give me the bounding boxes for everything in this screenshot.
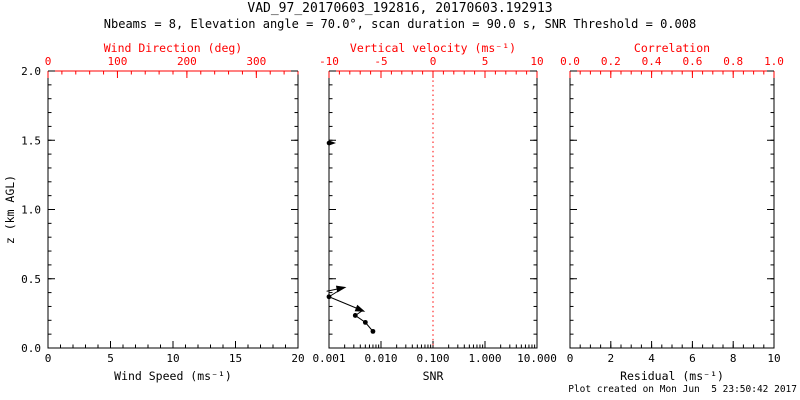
bottom-axis-title: Residual (ms⁻¹) [620, 369, 724, 383]
bottom-tick-label: 20 [291, 352, 304, 365]
panel-frame [569, 71, 775, 349]
y-tick-label: 0.0 [21, 342, 41, 355]
data-point-dot [370, 328, 376, 334]
snr-profile-line [326, 287, 374, 332]
top-tick-label: 5 [482, 55, 489, 68]
top-tick-label: 0 [430, 55, 437, 68]
y-axis-title: z (km AGL) [3, 175, 17, 244]
bottom-tick-label: 10 [166, 352, 179, 365]
bottom-tick-label: 2 [607, 352, 614, 365]
top-axis-title: Wind Direction (deg) [104, 41, 242, 55]
plot-timestamp: Plot created on Mon Jun 5 23:50:42 2017 [568, 384, 797, 395]
residual-panel: 0 2 4 6 8 10 Residual (ms⁻¹) 0.0 0.2 0.4 0.6 0.8 1.0… [560, 41, 784, 383]
bottom-tick-label: 15 [229, 352, 242, 365]
top-tick-label: 200 [177, 55, 197, 68]
top-tick-label: 10 [530, 55, 543, 68]
top-tick-label: 0.8 [723, 55, 743, 68]
top-tick-label: 1.0 [764, 55, 784, 68]
bottom-tick-label: 6 [689, 352, 696, 365]
snr-panel: 0.001 0.010 0.100 1.000 10.000 SNR -10 -5 0 5 10 Ve… [312, 41, 556, 383]
data-point-dot [352, 313, 358, 318]
data-point-arrowhead [329, 140, 336, 146]
top-tick-label: 0.2 [601, 55, 621, 68]
top-tick-label: 0 [45, 55, 52, 68]
top-tick-label: 300 [246, 55, 266, 68]
bottom-tick-label: 4 [648, 352, 655, 365]
data-point-arrowhead [354, 304, 366, 312]
top-tick-label: 100 [108, 55, 128, 68]
data-point-arrowhead [335, 285, 347, 293]
bottom-tick-label: 10 [767, 352, 780, 365]
bottom-tick-label: 0 [45, 352, 52, 365]
data-point-dot [362, 319, 368, 325]
wind-speed-panel: 0 5 10 15 20 Wind Speed (ms⁻¹) 0 100 200 300 Wind … [21, 41, 305, 383]
bottom-axis-title: SNR [423, 369, 444, 383]
bottom-tick-label: 0 [567, 352, 574, 365]
bottom-tick-label: 1.000 [468, 352, 501, 365]
bottom-tick-label: 8 [730, 352, 737, 365]
top-tick-label: 0.4 [642, 55, 662, 68]
bottom-tick-label: 10.000 [517, 352, 557, 365]
top-tick-label: 0.6 [682, 55, 702, 68]
plot-title: VAD_97_20170603_192816, 20170603.192913 [247, 1, 553, 16]
top-tick-label: -10 [319, 55, 339, 68]
data-point-dot [326, 294, 332, 300]
y-tick-label: 2.0 [21, 65, 41, 78]
plot-subtitle: Nbeams = 8, Elevation angle = 70.0°, sca… [103, 17, 697, 31]
top-tick-label: -5 [374, 55, 387, 68]
bottom-tick-label: 5 [107, 352, 114, 365]
panel-frame [47, 71, 299, 349]
bottom-axis-title: Wind Speed (ms⁻¹) [114, 369, 232, 383]
bottom-tick-label: 0.100 [416, 352, 449, 365]
y-tick-label: 0.5 [21, 273, 41, 286]
y-tick-label: 1.5 [21, 134, 41, 147]
top-axis-title: Vertical velocity (ms⁻¹) [350, 41, 516, 55]
top-tick-label: 0.0 [560, 55, 580, 68]
bottom-tick-label: 0.001 [312, 352, 345, 365]
bottom-tick-label: 0.010 [364, 352, 397, 365]
y-tick-label: 1.0 [21, 204, 41, 217]
top-axis-title: Correlation [634, 41, 710, 55]
